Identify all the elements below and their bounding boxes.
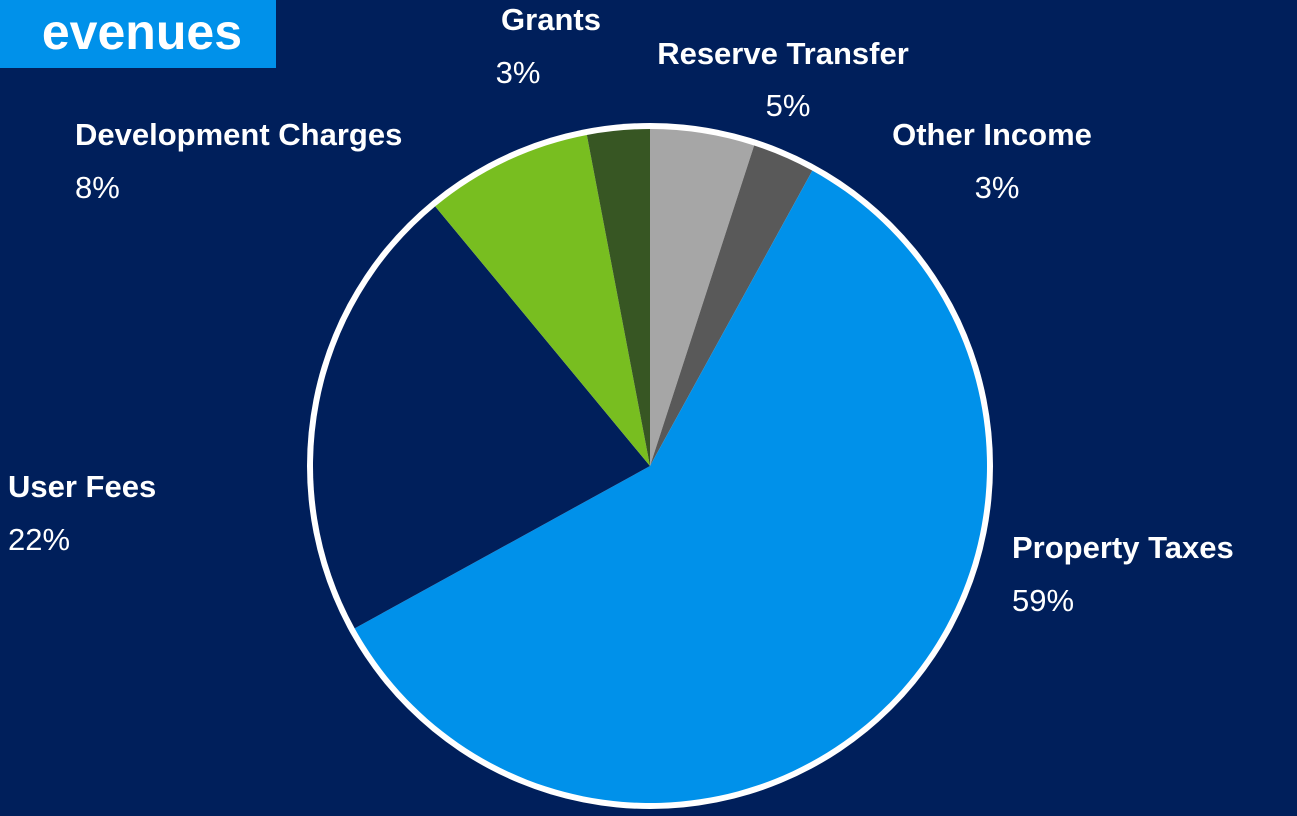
- slice-value: 22%: [8, 522, 70, 557]
- slice-label: Reserve Transfer: [657, 36, 909, 71]
- slice-value: 3%: [496, 55, 541, 90]
- slice-label: Other Income: [892, 117, 1092, 152]
- title-box: [0, 0, 276, 68]
- pie-slice: [650, 145, 813, 466]
- pie-slice: [313, 206, 650, 629]
- pie-slice: [586, 129, 650, 466]
- slice-value: 59%: [1012, 583, 1074, 618]
- slice-label: User Fees: [8, 469, 156, 504]
- slice-label: Development Charges: [75, 117, 402, 152]
- pie-slice: [354, 170, 988, 804]
- slice-label: Property Taxes: [1012, 530, 1234, 565]
- pie-slice: [435, 134, 650, 467]
- pie-slice: [650, 129, 755, 466]
- chart-title: evenues: [42, 4, 242, 60]
- slice-value: 5%: [766, 88, 811, 123]
- slice-value: 3%: [975, 170, 1020, 205]
- slice-value: 8%: [75, 170, 120, 205]
- slice-label: Grants: [501, 2, 601, 37]
